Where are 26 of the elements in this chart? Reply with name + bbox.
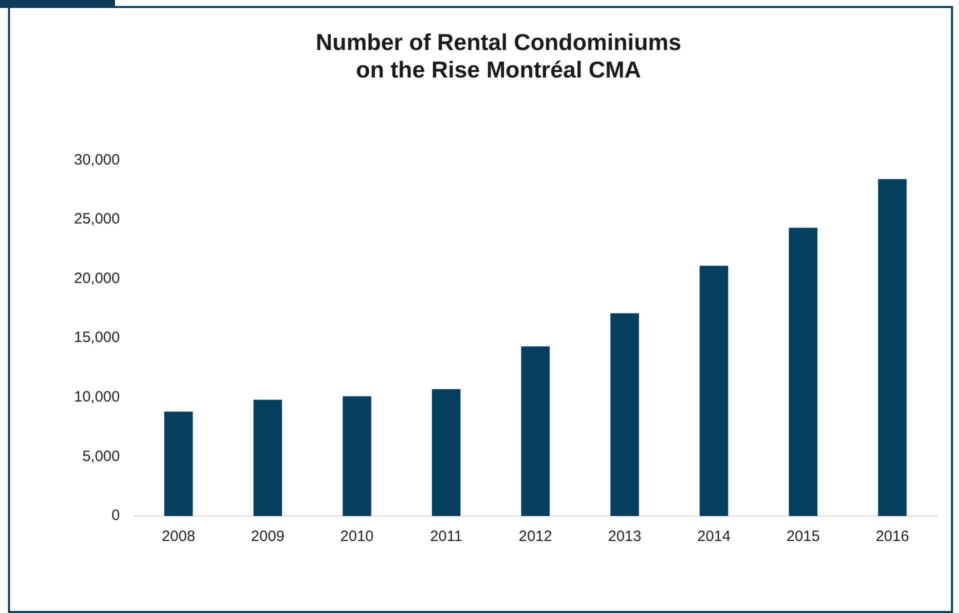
bar xyxy=(788,228,818,516)
bar xyxy=(521,346,550,516)
x-tick-label: 2016 xyxy=(876,528,910,546)
bar xyxy=(342,396,372,516)
y-tick-label: 10,000 xyxy=(74,388,120,406)
bar xyxy=(164,412,193,516)
y-tick-label: 15,000 xyxy=(74,329,120,346)
x-tick-label: 2009 xyxy=(251,528,284,546)
bar xyxy=(432,389,460,516)
y-tick-label: 5,000 xyxy=(82,448,120,465)
x-tick-label: 2008 xyxy=(162,528,196,546)
bar xyxy=(878,179,907,516)
y-tick-label: 25,000 xyxy=(74,210,120,228)
chart-title: Number of Rental Condominiums on the Rise Montréal CMA xyxy=(316,29,682,83)
x-tick-label: 2014 xyxy=(697,528,731,546)
bar xyxy=(610,313,639,516)
x-tick-label: 2010 xyxy=(340,528,374,546)
bar xyxy=(253,400,282,516)
y-tick-label: 0 xyxy=(112,507,120,524)
x-tick-label: 2013 xyxy=(608,528,642,546)
x-tick-label: 2012 xyxy=(518,528,552,546)
x-tick-label: 2011 xyxy=(430,528,462,546)
bar xyxy=(700,266,728,516)
x-tick-label: 2015 xyxy=(786,528,820,546)
y-tick-label: 30,000 xyxy=(74,151,120,168)
y-tick-label: 20,000 xyxy=(74,270,120,287)
